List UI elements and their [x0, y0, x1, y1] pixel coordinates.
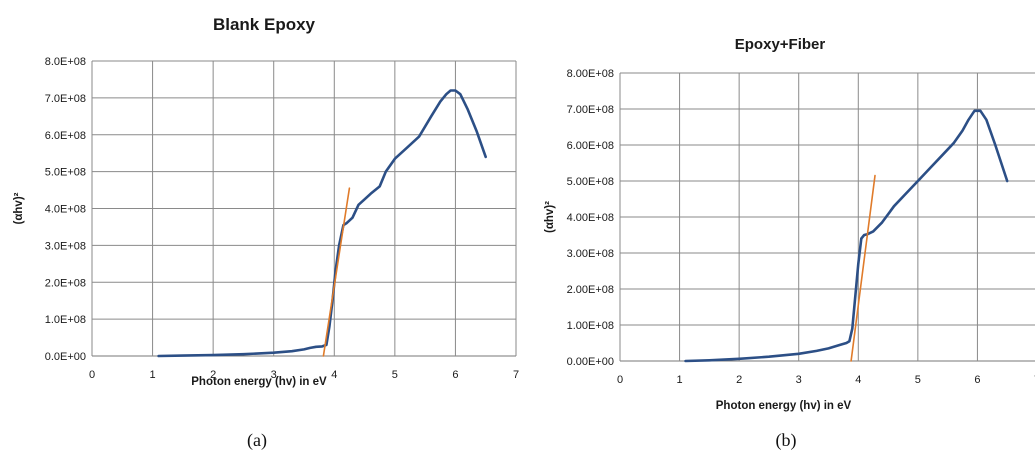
- chart1-x-tick-label: 1: [150, 369, 156, 381]
- chart2-x-tick-label: 7: [1034, 374, 1035, 386]
- chart1: Blank Epoxy 0.0E+00 1.0E+08 2.0E+08 3.0E+08 4…: [13, 15, 519, 450]
- chart2-y-tick-label: 8.00E+08: [567, 68, 614, 80]
- chart1-y-tick-label: 5.0E+08: [45, 167, 86, 179]
- chart1-caption: (a): [247, 430, 267, 450]
- chart1-y-tick-label: 6.0E+08: [45, 130, 86, 142]
- chart1-y-tick-label: 3.0E+08: [45, 240, 86, 252]
- chart1-x-tick-label: 3: [271, 369, 277, 381]
- chart1-x-tick-label: 2: [210, 369, 216, 381]
- chart2-x-tick-label: 2: [736, 374, 742, 386]
- chart1-y-tick-label: 7.0E+08: [45, 93, 86, 105]
- chart2: Epoxy+Fiber 0.00E+00 1.00E+08 2.00E+08 3.00E…: [544, 36, 1035, 450]
- chart1-y-tick-label: 0.0E+00: [45, 351, 86, 363]
- chart2-x-tick-label: 0: [617, 374, 623, 386]
- chart1-y-tick-label: 1.0E+08: [45, 314, 86, 326]
- chart2-x-tick-label: 6: [974, 374, 980, 386]
- chart2-x-tick-label: 1: [677, 374, 683, 386]
- chart1-x-tick-label: 6: [452, 369, 458, 381]
- chart2-x-axis-label: Photon energy (hv) in eV: [716, 400, 852, 412]
- chart1-x-tick-label: 5: [392, 369, 398, 381]
- chart1-absorption-curve: [157, 89, 488, 358]
- chart2-tangent-line: [850, 174, 876, 362]
- chart1-y-tick-label: 2.0E+08: [45, 277, 86, 289]
- chart2-x-tick-label: 3: [796, 374, 802, 386]
- chart2-title: Epoxy+Fiber: [735, 36, 826, 53]
- chart2-y-tick-label: 2.00E+08: [567, 284, 614, 296]
- chart1-y-axis-label: (αhv)²: [13, 192, 25, 224]
- chart1-title: Blank Epoxy: [213, 15, 316, 34]
- chart2-y-axis-label: (αhv)²: [544, 201, 556, 233]
- chart2-y-tick-label: 5.00E+08: [567, 176, 614, 188]
- chart2-x-tick-label: 4: [855, 374, 861, 386]
- chart2-absorption-curve: [684, 109, 1009, 363]
- chart2-y-tick-label: 6.00E+08: [567, 140, 614, 152]
- chart1-x-tick-label: 4: [331, 369, 337, 381]
- chart2-x-tick-label: 5: [915, 374, 921, 386]
- chart2-caption: (b): [776, 430, 797, 450]
- chart2-y-tick-label: 4.00E+08: [567, 212, 614, 224]
- chart1-x-axis-label: Photon energy (hv) in eV: [191, 376, 327, 388]
- chart2-y-tick-label: 0.00E+00: [567, 356, 614, 368]
- chart2-y-tick-label: 1.00E+08: [567, 320, 614, 332]
- chart2-y-tick-label: 7.00E+08: [567, 104, 614, 116]
- chart1-y-tick-label: 4.0E+08: [45, 204, 86, 216]
- chart1-x-tick-label: 7: [513, 369, 519, 381]
- chart1-x-tick-label: 0: [89, 369, 95, 381]
- chart2-y-tick-label: 3.00E+08: [567, 248, 614, 260]
- chart1-y-tick-label: 8.0E+08: [45, 56, 86, 68]
- chart1-tangent-line: [322, 187, 351, 357]
